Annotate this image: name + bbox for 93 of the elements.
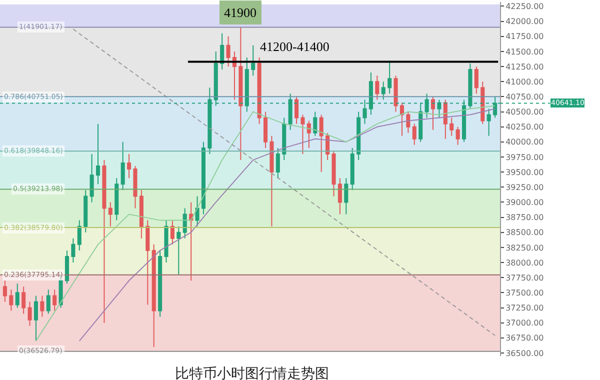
y-tick-label: 39250.00	[506, 182, 544, 192]
annotation: 41200-41400	[260, 39, 330, 54]
candlestick	[480, 81, 485, 124]
candlestick	[201, 141, 206, 215]
candlestick	[127, 153, 132, 179]
y-tick-label: 39750.00	[506, 152, 544, 162]
candlestick	[257, 56, 262, 124]
candlestick	[139, 190, 144, 239]
annotation: 41900	[224, 5, 256, 20]
candlestick	[375, 75, 380, 100]
y-tick-label: 40000.00	[506, 138, 544, 147]
candlestick	[189, 202, 194, 282]
candlestick	[15, 283, 20, 308]
candlestick	[158, 250, 162, 318]
y-tick-label: 39000.00	[506, 198, 544, 208]
candlestick	[263, 111, 268, 148]
candlestick	[300, 114, 305, 154]
candlestick	[146, 220, 150, 306]
candlestick	[388, 60, 392, 94]
candlestick	[270, 135, 274, 227]
y-tick-label: 37750.00	[506, 273, 544, 282]
y-tick-label: 40750.00	[506, 92, 544, 102]
candlestick	[251, 44, 256, 76]
candlestick	[456, 126, 460, 146]
y-tick-label: 37500.00	[506, 288, 544, 298]
candlestick	[412, 123, 416, 146]
y-tick-label: 40250.00	[506, 122, 544, 132]
candlestick	[350, 147, 354, 191]
candlestick	[344, 178, 348, 215]
y-tick-label: 39500.00	[506, 168, 544, 177]
candlestick	[226, 36, 230, 68]
candlestick	[108, 202, 112, 227]
candlestick	[133, 166, 138, 209]
candlestick	[282, 117, 286, 160]
y-tick-label: 38000.00	[506, 258, 544, 268]
candlestick	[400, 102, 404, 136]
y-tick-label: 36500.00	[506, 348, 544, 358]
candlestick	[356, 111, 361, 160]
y-tick-label: 41500.00	[506, 47, 544, 56]
candlestick	[2, 280, 7, 302]
y-tick-label: 38250.00	[506, 243, 544, 252]
y-tick-label: 37000.00	[506, 318, 544, 328]
candlestick	[71, 238, 76, 264]
y-tick-label: 38500.00	[506, 228, 544, 238]
candlestick	[164, 220, 168, 264]
candlestick	[152, 244, 156, 348]
candlestick	[34, 295, 38, 342]
candlestick	[64, 250, 70, 284]
candlestick	[96, 123, 100, 185]
y-tick-label: 41000.00	[506, 77, 544, 86]
candlestick	[170, 220, 174, 245]
candlestick	[474, 66, 478, 94]
candlestick	[40, 295, 44, 318]
candlestick	[486, 108, 491, 136]
candlestick	[28, 301, 32, 326]
candlestick	[220, 32, 224, 70]
y-tick-label: 42000.00	[506, 17, 544, 26]
candlestick	[294, 96, 299, 124]
y-tick-label: 41250.00	[506, 62, 544, 72]
text: 比特币小时图行情走势图	[175, 366, 329, 380]
candlestick	[450, 117, 454, 136]
candlestick	[381, 81, 386, 100]
candlestick	[46, 289, 50, 314]
candlestick	[276, 147, 280, 179]
candlestick	[84, 190, 88, 233]
candlestick	[195, 196, 200, 227]
candlestick	[114, 178, 119, 221]
candlestick	[102, 160, 106, 324]
candlestick	[90, 153, 94, 203]
candlestick	[443, 99, 448, 140]
y-tick-label: 41750.00	[506, 32, 544, 42]
candlestick	[77, 220, 82, 251]
candlestick	[319, 114, 324, 173]
y-tick-label: 40500.00	[506, 108, 544, 117]
candlestick	[406, 111, 410, 134]
y-tick-label: 38750.00	[506, 213, 544, 222]
candlestick	[430, 96, 436, 130]
candlestick	[9, 289, 14, 312]
candlestick	[394, 75, 398, 112]
candlestick	[338, 178, 342, 215]
candlestick	[120, 141, 125, 191]
candlestick	[176, 226, 181, 276]
candlestick	[238, 26, 243, 160]
candlestick	[326, 132, 330, 160]
candlestick	[332, 150, 336, 197]
candlestick	[182, 208, 187, 239]
candlestick	[313, 111, 318, 136]
y-tick-label: 36750.00	[506, 334, 544, 343]
candlestick	[22, 286, 26, 314]
y-tick-label: 37250.00	[506, 304, 544, 313]
candlestick	[52, 289, 57, 312]
candlestick	[306, 120, 311, 148]
y-tick-label: 42250.00	[506, 2, 544, 12]
